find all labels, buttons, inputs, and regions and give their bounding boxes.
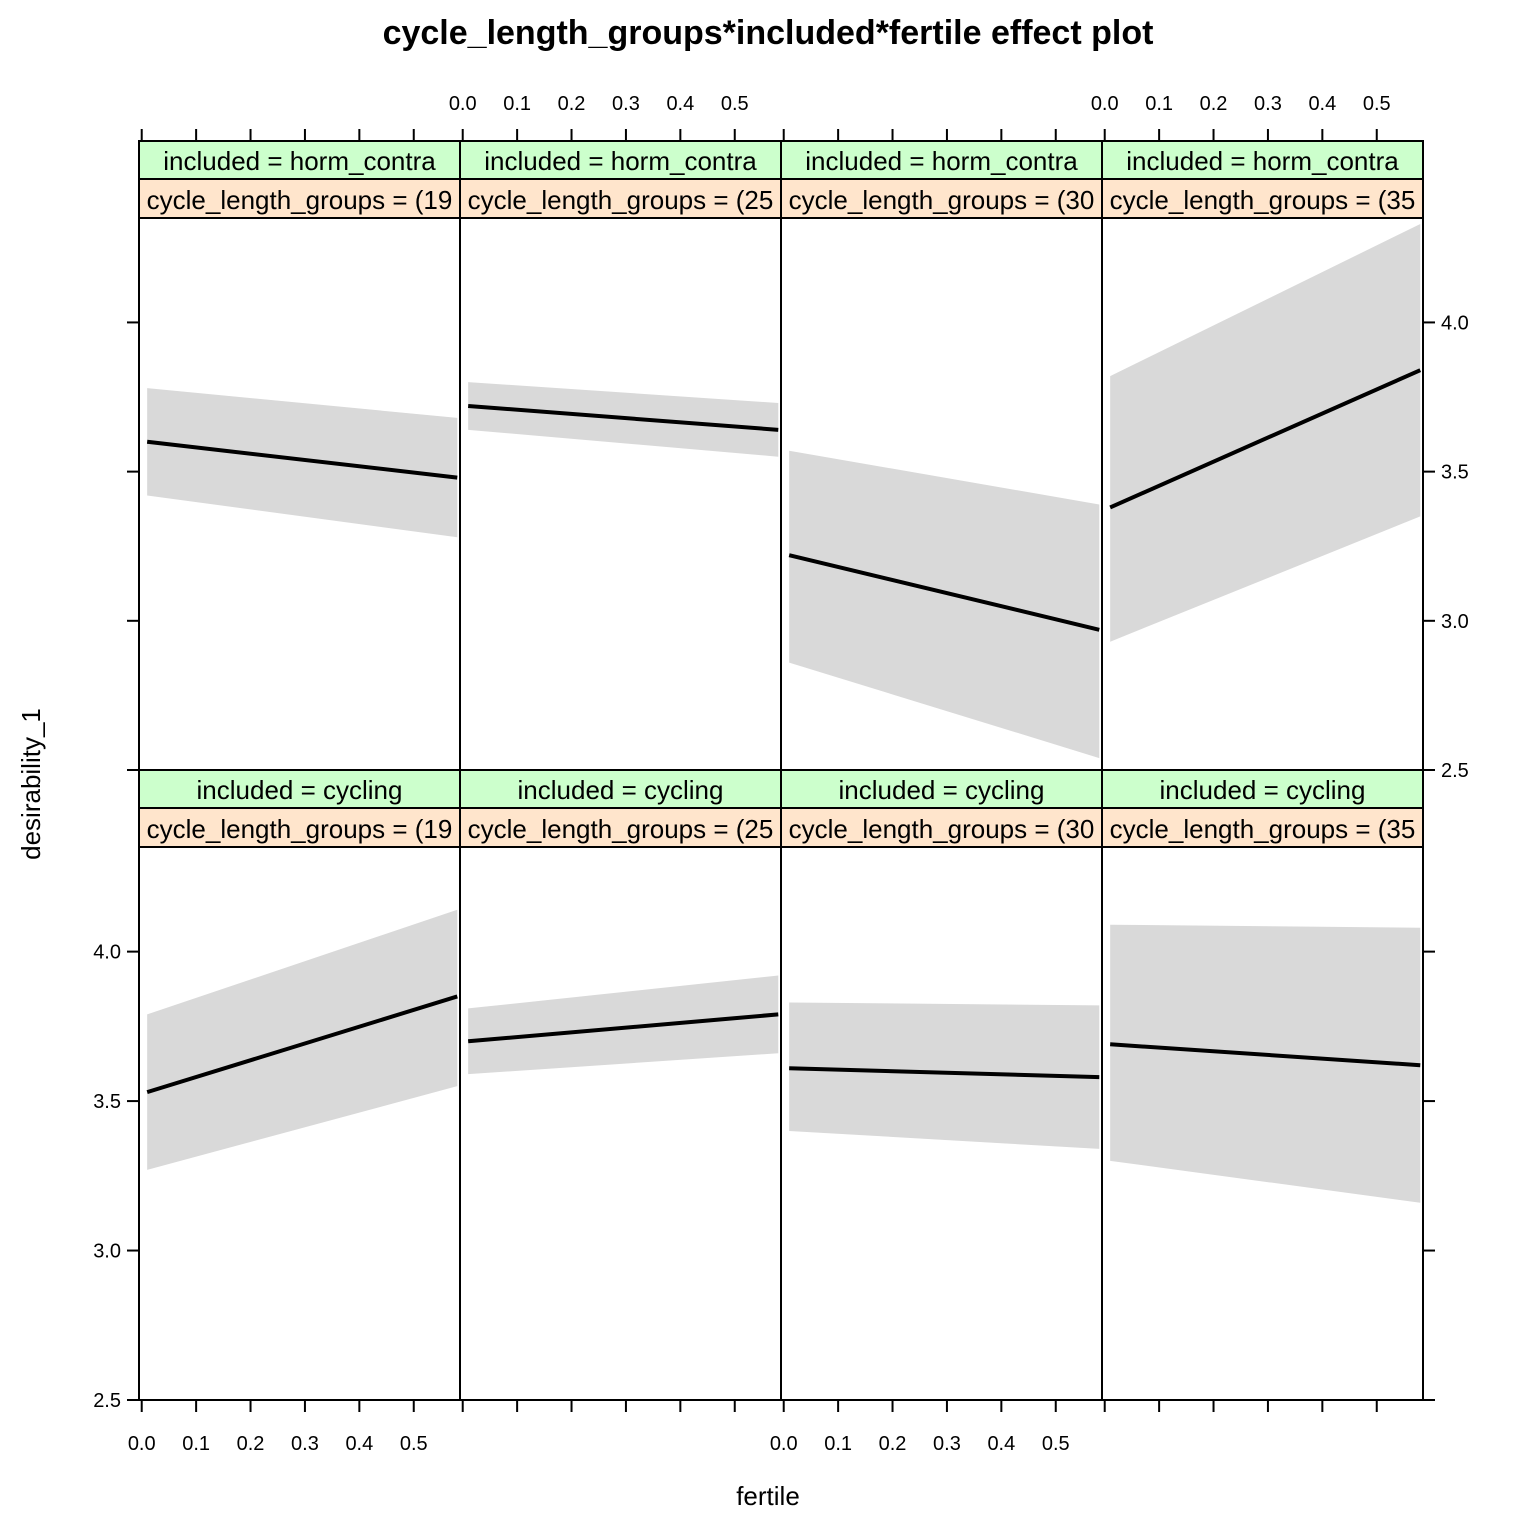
strip-included-label: included = horm_contra <box>805 146 1078 176</box>
panel-top-1: included = horm_contra cycle_length_group… <box>459 140 782 771</box>
panel-bottom-1: included = cycling cycle_length_groups = … <box>459 769 782 1401</box>
strip-included <box>1101 769 1424 809</box>
y-tick-label-left: 3.0 <box>93 1241 121 1263</box>
x-tick-label-bottom: 0.4 <box>345 1433 373 1455</box>
y-tick-label-right: 3.0 <box>1441 611 1469 633</box>
panels: included = horm_contra cycle_length_group… <box>138 140 1424 1401</box>
strip-cycle-label: cycle_length_groups = (19 <box>147 814 453 844</box>
strip-cycle-label: cycle_length_groups = (30 <box>789 185 1095 215</box>
panel-top-3: included = horm_contra cycle_length_group… <box>1101 140 1424 771</box>
fit-line <box>1109 368 1422 510</box>
x-tick-label-top: 0.3 <box>612 93 640 115</box>
fit-line <box>1110 1042 1421 1068</box>
x-tick-label-top: 0.2 <box>1200 93 1228 115</box>
x-axis-title: fertile <box>736 1481 800 1511</box>
x-tick-label-bottom: 0.3 <box>291 1433 319 1455</box>
x-tick-label-bottom: 0.5 <box>400 1433 428 1455</box>
strip-cycle-length <box>459 178 782 219</box>
strip-cycle-label: cycle_length_groups = (25 <box>468 185 774 215</box>
x-tick-label-top: 0.4 <box>666 93 694 115</box>
x-tick-label-bottom: 0.4 <box>987 1433 1015 1455</box>
strip-cycle-label: cycle_length_groups = (25 <box>468 814 774 844</box>
x-tick-label-bottom: 0.3 <box>933 1433 961 1455</box>
strip-included <box>459 140 782 180</box>
x-tick-label-top: 0.5 <box>1363 93 1391 115</box>
confidence-band <box>147 388 458 538</box>
strip-included-label: included = cycling <box>518 775 724 805</box>
strip-included <box>1101 140 1424 180</box>
fit-line <box>467 1012 779 1044</box>
strip-cycle-label: cycle_length_groups = (35 <box>1110 814 1416 844</box>
y-tick-label-right: 2.5 <box>1441 760 1469 782</box>
panel-bottom-2: included = cycling cycle_length_groups = … <box>780 769 1103 1401</box>
strip-included <box>138 140 461 180</box>
fit-line <box>468 403 779 432</box>
fit-line <box>146 439 458 480</box>
strip-included <box>459 769 782 809</box>
strip-included-label: included = cycling <box>197 775 403 805</box>
strip-cycle-length <box>138 807 461 848</box>
x-tick-label-top: 0.1 <box>1145 93 1173 115</box>
strip-cycle-length <box>138 178 461 219</box>
confidence-band <box>1110 924 1421 1203</box>
panel-bottom-0: included = cycling cycle_length_groups = … <box>138 769 461 1401</box>
strip-cycle-length <box>1101 178 1424 219</box>
confidence-band <box>1110 223 1421 642</box>
strip-included-label: included = cycling <box>1160 775 1366 805</box>
confidence-band <box>789 1002 1100 1149</box>
confidence-band <box>789 450 1100 759</box>
x-tick-label-top: 0.4 <box>1308 93 1336 115</box>
x-tick-label-bottom: 0.1 <box>182 1433 210 1455</box>
fit-line <box>788 553 1100 632</box>
panel-top-2: included = horm_contra cycle_length_group… <box>780 140 1103 771</box>
strip-cycle-label: cycle_length_groups = (35 <box>1110 185 1416 215</box>
x-tick-label-bottom: 0.5 <box>1042 1433 1070 1455</box>
strip-cycle-label: cycle_length_groups = (30 <box>789 814 1095 844</box>
x-tick-label-top: 0.1 <box>503 93 531 115</box>
panel-top-0: included = horm_contra cycle_length_group… <box>138 140 461 771</box>
x-tick-label-bottom: 0.2 <box>879 1433 907 1455</box>
strip-included-label: included = horm_contra <box>484 146 757 176</box>
panel-frame <box>459 846 782 1401</box>
strip-included-label: included = cycling <box>839 775 1045 805</box>
strip-cycle-length <box>459 807 782 848</box>
x-tick-label-top: 0.5 <box>721 93 749 115</box>
y-tick-label-right: 4.0 <box>1441 312 1469 334</box>
chart-title: cycle_length_groups*included*fertile eff… <box>383 14 1154 52</box>
x-tick-label-bottom: 0.2 <box>237 1433 265 1455</box>
strip-included-label: included = horm_contra <box>163 146 436 176</box>
panel-frame <box>459 217 782 771</box>
panel-bottom-3: included = cycling cycle_length_groups = … <box>1101 769 1424 1401</box>
x-tick-label-bottom: 0.0 <box>770 1433 798 1455</box>
strip-cycle-length <box>1101 807 1424 848</box>
axes: 0.0 0.1 0.2 0.3 0.4 0.5 0.0 0.1 0.2 0.3 0.4 0.5 0.0 0… <box>93 93 1469 1455</box>
confidence-band <box>147 909 458 1170</box>
y-tick-label-right: 3.5 <box>1441 462 1469 484</box>
x-tick-label-top: 0.0 <box>1091 93 1119 115</box>
y-tick-label-left: 4.0 <box>93 942 121 964</box>
x-tick-label-top: 0.0 <box>449 93 477 115</box>
x-tick-label-top: 0.3 <box>1254 93 1282 115</box>
fit-line <box>146 994 458 1095</box>
x-tick-label-bottom: 0.0 <box>128 1433 156 1455</box>
x-tick-label-top: 0.2 <box>558 93 586 115</box>
x-tick-label-bottom: 0.1 <box>824 1433 852 1455</box>
y-tick-label-left: 2.5 <box>93 1390 121 1412</box>
fit-line <box>789 1066 1100 1080</box>
strip-included-label: included = horm_contra <box>1126 146 1399 176</box>
confidence-band <box>468 975 779 1075</box>
panel-frame <box>1101 846 1424 1401</box>
y-axis-title: desirability_1 <box>16 708 46 860</box>
strip-cycle-label: cycle_length_groups = (19 <box>147 185 453 215</box>
y-tick-label-left: 3.5 <box>93 1091 121 1113</box>
